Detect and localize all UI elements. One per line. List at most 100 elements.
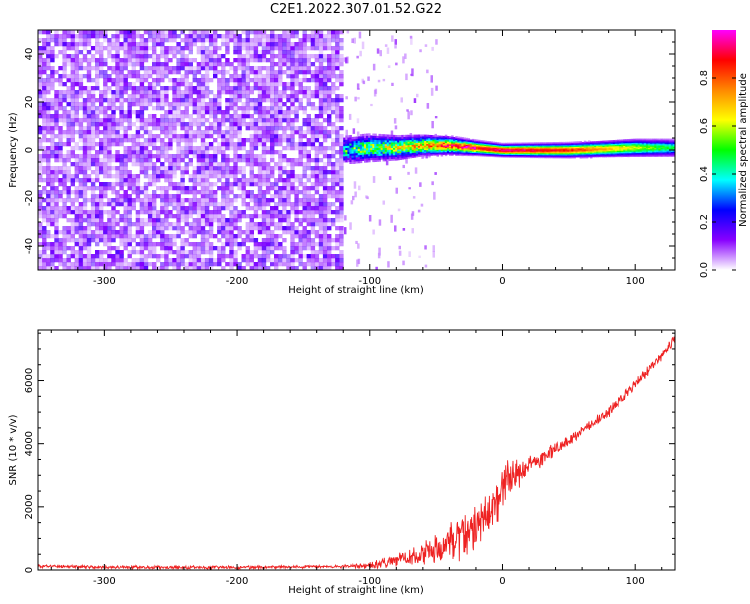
spectrogram-cell (225, 178, 230, 183)
spectrogram-cell (200, 86, 206, 91)
spectrogram-cell (168, 234, 173, 239)
spectrogram-cell (502, 153, 506, 155)
spectrogram-cell (331, 146, 336, 151)
spectrogram-cell (152, 62, 157, 67)
spectrogram-cell (66, 186, 71, 191)
spectrogram-cell (290, 58, 295, 63)
spectrogram-cell (119, 106, 124, 111)
spectrogram-cell (99, 106, 104, 111)
spectrogram-cell (184, 106, 189, 111)
spectrogram-cell (46, 86, 51, 91)
spectrogram-cell (390, 134, 394, 137)
spectrogram-cell (455, 147, 458, 149)
spectrogram-cell (270, 262, 275, 267)
spectrogram-cell (298, 174, 303, 179)
spectrogram-cell (463, 143, 466, 145)
spectrogram-cell (127, 178, 132, 183)
spectrogram-cell (225, 186, 230, 191)
spectrogram-cell (253, 174, 259, 179)
spectrogram-cell (436, 138, 439, 140)
spectrogram-cell (351, 136, 354, 140)
spectrogram-cell (107, 258, 112, 263)
spectrogram-cell (131, 198, 136, 203)
spectrogram-cell (196, 170, 202, 175)
spectrogram-cell (135, 138, 141, 143)
spectrogram-cell (42, 266, 47, 271)
spectrogram-cell (208, 146, 214, 151)
spectrogram-cell (465, 152, 469, 154)
spectrogram-cell (46, 98, 51, 103)
spectrogram-cell (282, 118, 287, 123)
spectrogram-cell (253, 142, 259, 147)
spectrogram-cell (261, 86, 267, 91)
spectrogram-cell (502, 151, 506, 154)
spectrogram-cell (176, 118, 181, 123)
spectrogram-cell (176, 266, 181, 271)
spectrogram-cell (107, 134, 112, 139)
spectrogram-cell (413, 150, 417, 153)
spectrogram-cell (70, 174, 75, 179)
spectrogram-cell (270, 214, 275, 219)
spectrogram-cell (405, 139, 408, 142)
spectrogram-cell (78, 62, 84, 67)
spectrogram-cell (131, 158, 136, 163)
spectrogram-cell (471, 144, 475, 146)
spectrogram-cell (46, 222, 51, 227)
spectrogram-cell (515, 152, 518, 155)
spectrogram-cell (221, 138, 226, 143)
spectrogram-cell (294, 158, 299, 163)
spectrogram-cell (411, 147, 415, 150)
spectrogram-cell (424, 148, 427, 151)
spectrogram-cell (402, 164, 405, 169)
spectrogram-cell (436, 145, 439, 147)
spectrogram-cell (484, 155, 487, 157)
spectrogram-cell (322, 82, 328, 87)
spectrogram-cell (390, 147, 394, 150)
spectrogram-cell (143, 70, 149, 75)
spectrogram-cell (70, 262, 75, 267)
spectrogram-cell (391, 82, 394, 86)
spectrogram-cell (168, 126, 173, 131)
spectrogram-cell (314, 138, 320, 143)
spectrogram-cell (168, 106, 173, 111)
spectrogram-cell (233, 118, 238, 123)
spectrogram-cell (446, 147, 450, 150)
spectrogram-cell (310, 90, 316, 95)
spectrogram-cell (50, 142, 55, 147)
spectrogram-cell (486, 145, 489, 148)
spectrogram-cell (513, 143, 516, 145)
spectrogram-cell (444, 151, 448, 154)
spectrogram-cell (245, 162, 250, 167)
spectrogram-cell (384, 149, 388, 152)
spectrogram-cell (318, 218, 324, 223)
spectrogram-cell (196, 230, 202, 235)
spectrogram-cell (261, 150, 267, 155)
spectrogram-cell (204, 146, 210, 151)
spectrogram-cell (78, 214, 84, 219)
spectrogram-cell (204, 262, 210, 267)
spectrogram-cell (245, 234, 250, 239)
spectrogram-cell (111, 114, 116, 119)
spectrogram-cell (282, 182, 287, 187)
spectrogram-cell (50, 58, 55, 63)
spectrogram-cell (86, 210, 92, 215)
spectrogram-cell (345, 57, 348, 64)
spectrogram-cell (86, 106, 92, 111)
spectrogram-cell (397, 142, 400, 145)
spectrogram-cell (393, 138, 396, 141)
spectrogram-cell (507, 153, 510, 155)
spectrogram-cell (156, 138, 161, 143)
spectrogram-cell (257, 170, 263, 175)
spectrogram-cell (314, 54, 320, 59)
spectrogram-cell (46, 106, 51, 111)
spectrogram-cell (391, 35, 394, 42)
spectrogram-cell (339, 126, 344, 131)
spectrogram-cell (314, 154, 320, 159)
spectrogram-cell (168, 78, 173, 83)
spectrogram-cell (103, 230, 108, 235)
spectrogram-cell (461, 148, 464, 151)
spectrogram-cell (164, 226, 169, 231)
spectrogram-cell (278, 214, 283, 219)
spectrogram-cell (302, 118, 307, 123)
spectrogram-cell (245, 62, 250, 67)
